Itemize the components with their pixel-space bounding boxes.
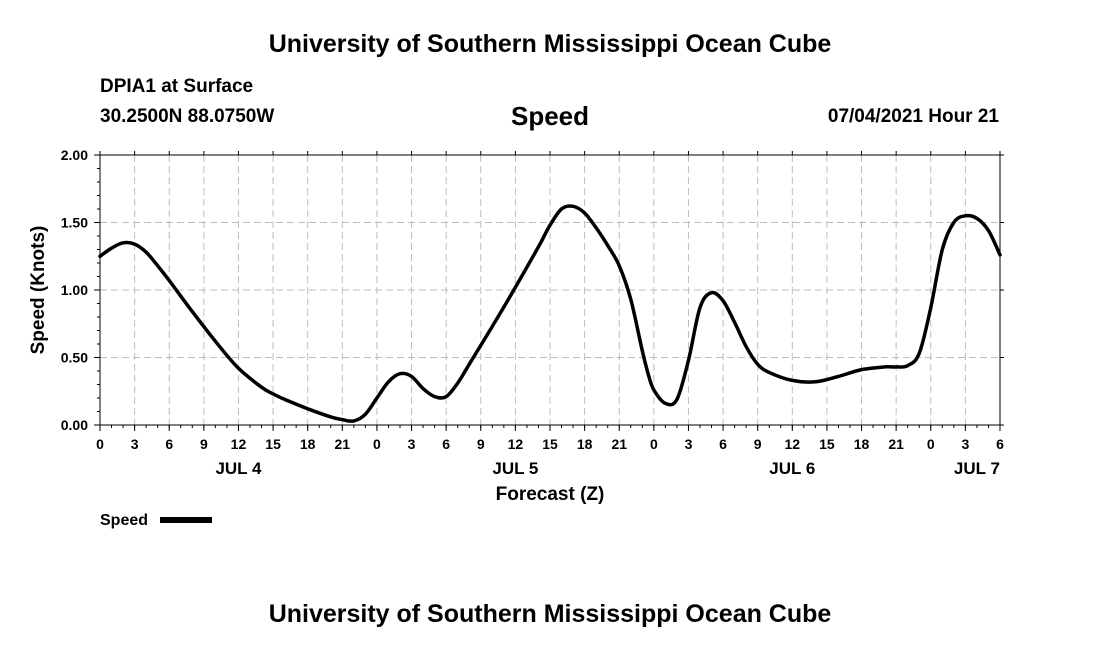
page-title: University of Southern Mississippi Ocean… — [268, 30, 832, 58]
day-label: JUL 6 — [769, 459, 815, 478]
x-axis-label: Forecast (Z) — [496, 484, 605, 505]
coordinates-label: 30.2500N 88.0750W — [100, 106, 275, 127]
y-tick-labels: 0.00 0.50 1.00 1.50 2.00 — [61, 147, 88, 433]
x-tick-label: 15 — [542, 436, 558, 452]
x-tick-label: 9 — [754, 436, 762, 452]
x-tick-label: 9 — [200, 436, 208, 452]
chart-title: Speed — [510, 101, 590, 131]
grid-lines — [100, 155, 1000, 425]
y-tick-label: 0.00 — [61, 417, 88, 433]
axis-ticks — [94, 151, 1004, 431]
x-tick-label: 0 — [96, 436, 104, 452]
timestamp-label: 07/04/2021 Hour 21 — [827, 106, 999, 127]
x-tick-label: 12 — [785, 436, 801, 452]
x-tick-label: 15 — [819, 436, 835, 452]
x-tick-label: 21 — [888, 436, 904, 452]
station-label: DPIA1 at Surface — [100, 76, 254, 97]
y-tick-label: 2.00 — [61, 147, 88, 163]
x-tick-label: 3 — [961, 436, 969, 452]
y-tick-label: 1.00 — [61, 282, 88, 298]
x-tick-label: 0 — [927, 436, 935, 452]
x-tick-label: 6 — [442, 436, 450, 452]
y-tick-label: 1.50 — [61, 215, 88, 231]
footer-title: University of Southern Mississippi Ocean… — [268, 600, 832, 628]
x-tick-label: 6 — [996, 436, 1004, 452]
x-tick-label: 12 — [231, 436, 247, 452]
x-tick-label: 9 — [477, 436, 485, 452]
x-tick-label: 0 — [650, 436, 658, 452]
x-tick-label: 21 — [611, 436, 627, 452]
x-tick-labels: 0 3 6 9 12 15 18 21 0 3 6 9 12 15 18 21 0 3 6 9 12 15 18 21 0 3 6 — [96, 436, 1004, 452]
x-tick-label: 18 — [577, 436, 593, 452]
x-tick-label: 3 — [408, 436, 416, 452]
x-tick-label: 18 — [854, 436, 870, 452]
x-tick-label: 15 — [265, 436, 281, 452]
day-label: JUL 5 — [492, 459, 538, 478]
legend-label: Speed — [100, 512, 148, 529]
series-line-speed — [98, 204, 1002, 423]
x-tick-label: 3 — [685, 436, 693, 452]
day-label: JUL 7 — [954, 459, 1000, 478]
plot-frame — [99, 154, 1001, 426]
legend: Speed — [100, 512, 212, 529]
x-tick-label: 6 — [165, 436, 173, 452]
x-tick-label: 18 — [300, 436, 316, 452]
day-label: JUL 4 — [215, 459, 262, 478]
x-tick-label: 12 — [508, 436, 524, 452]
day-labels: JUL 4 JUL 5 JUL 6 JUL 7 — [215, 459, 999, 478]
y-axis-label: Speed (Knots) — [28, 226, 49, 355]
x-tick-label: 21 — [335, 436, 351, 452]
x-tick-label: 6 — [719, 436, 727, 452]
x-tick-label: 0 — [373, 436, 381, 452]
x-tick-label: 3 — [131, 436, 139, 452]
y-tick-label: 0.50 — [61, 350, 88, 366]
